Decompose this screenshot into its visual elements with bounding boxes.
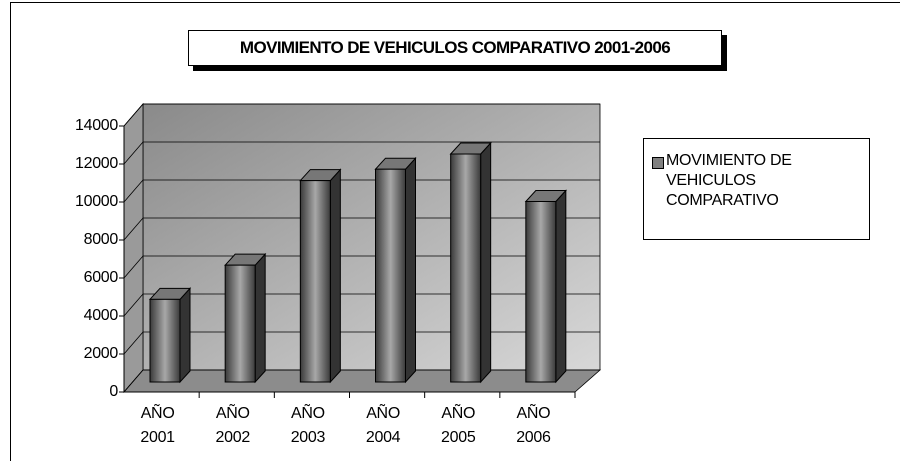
bar [374,156,417,384]
legend-label: MOVIMIENTO DE VEHICULOS COMPARATIVO [666,152,792,209]
side-wall [123,102,144,394]
y-tick-label: 0 [109,383,118,400]
grid-line [123,217,600,241]
bar-face [450,153,482,383]
bar-face [179,287,191,384]
bar [449,141,492,384]
chart-title: MOVIMIENTO DE VEHICULOS COMPARATIVO 2001… [188,30,722,66]
y-tick-label: 12000 [75,155,118,172]
x-tick-label: AÑO 2002 [215,405,251,446]
grid-line [123,369,600,393]
y-tick-label: 14000 [75,117,118,134]
bar-face [299,180,331,383]
bar [224,252,267,384]
grid-line [123,179,600,203]
bar-face [555,189,567,384]
chart-frame [10,2,900,461]
x-tick-label: AÑO 2006 [516,405,551,446]
x-tick-label: AÑO 2005 [441,405,476,446]
bar-face [480,141,492,384]
grid-line [123,255,600,279]
bar [148,287,192,384]
bar-face [224,264,256,383]
y-tick-label: 4000 [84,307,119,324]
x-tick-label: AÑO 2001 [140,405,175,446]
bar-face [329,168,341,384]
bar [524,189,567,384]
bar-face [254,252,266,384]
bar-face [405,156,416,384]
bar-face [375,168,406,383]
y-tick-label: 2000 [84,345,119,362]
y-tick-label: 10000 [75,193,118,210]
y-tick-label: 8000 [84,231,119,248]
legend-swatch [652,157,664,169]
x-tick-label: AÑO 2003 [290,405,326,446]
bar-face [525,201,557,383]
x-tick-label: AÑO 2004 [365,405,401,446]
legend: MOVIMIENTO DE VEHICULOS COMPARATIVO [643,138,870,240]
grid-line [123,293,600,317]
y-tick-label: 6000 [84,269,119,286]
grid-line [123,103,600,127]
grid-line [123,331,600,355]
grid-line [123,141,600,165]
bar [299,168,342,384]
bar-face [149,298,181,383]
